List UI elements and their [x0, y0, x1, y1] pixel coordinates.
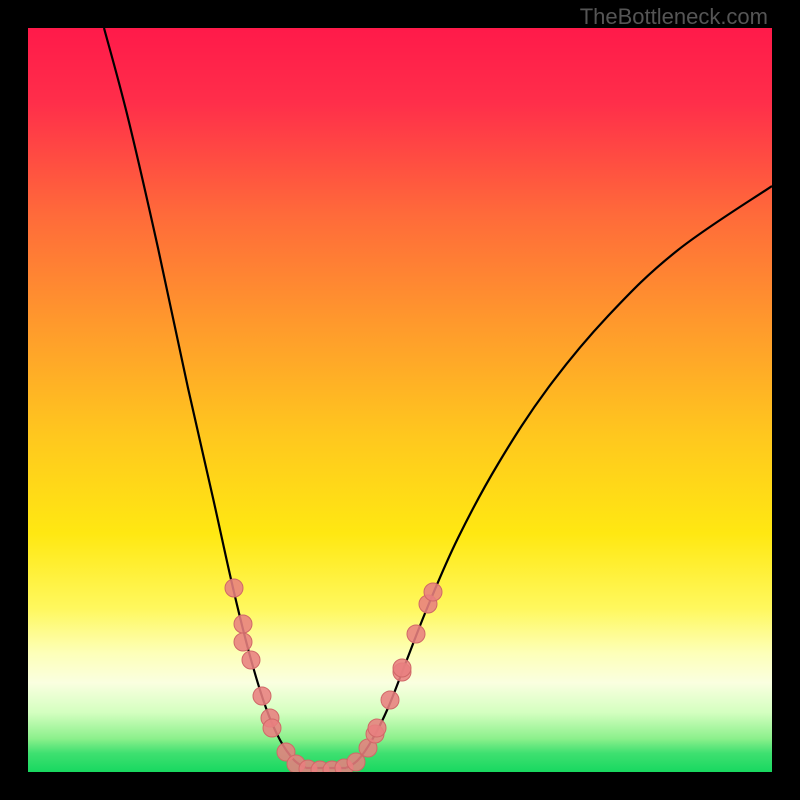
data-marker	[263, 719, 281, 737]
data-marker	[242, 651, 260, 669]
curve-right-branch	[346, 186, 772, 768]
curve-layer	[28, 28, 772, 772]
data-marker	[407, 625, 425, 643]
watermark-text: TheBottleneck.com	[580, 4, 768, 30]
data-marker	[368, 719, 386, 737]
curve-left-branch	[104, 28, 306, 768]
plot-area	[28, 28, 772, 772]
data-marker	[381, 691, 399, 709]
data-marker	[234, 633, 252, 651]
data-marker	[225, 579, 243, 597]
data-marker	[234, 615, 252, 633]
chart-canvas: TheBottleneck.com	[0, 0, 800, 800]
data-marker	[347, 753, 365, 771]
data-marker	[424, 583, 442, 601]
data-marker	[253, 687, 271, 705]
data-marker	[393, 659, 411, 677]
